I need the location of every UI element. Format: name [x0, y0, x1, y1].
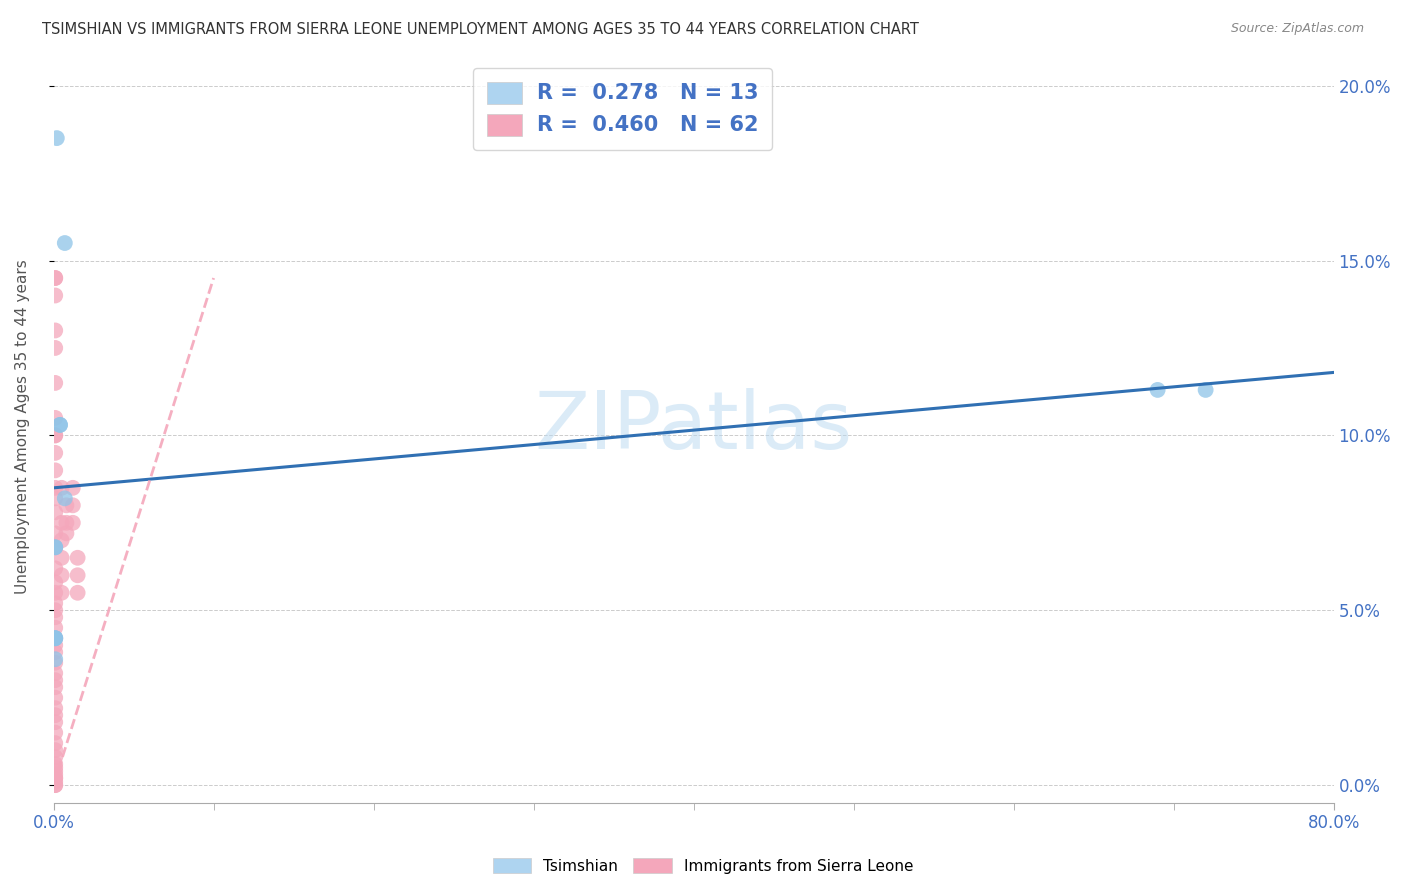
Point — [44, 631, 66, 645]
Point — [44, 690, 66, 705]
Point — [44, 761, 66, 775]
Point — [44, 575, 66, 590]
Point — [62, 499, 84, 513]
Point — [44, 463, 66, 477]
Point — [53, 491, 76, 506]
Point — [44, 288, 66, 302]
Point — [44, 586, 66, 600]
Point — [66, 550, 89, 565]
Point — [44, 505, 66, 519]
Legend: R =  0.278   N = 13, R =  0.460   N = 62: R = 0.278 N = 13, R = 0.460 N = 62 — [472, 68, 772, 150]
Point — [1146, 383, 1168, 397]
Point — [44, 428, 66, 442]
Point — [49, 417, 72, 432]
Point — [53, 235, 76, 250]
Point — [44, 666, 66, 681]
Point — [44, 446, 66, 460]
Point — [44, 631, 66, 645]
Point — [44, 526, 66, 541]
Point — [44, 541, 66, 555]
Point — [44, 757, 66, 772]
Point — [44, 771, 66, 785]
Point — [44, 767, 66, 781]
Point — [44, 778, 66, 792]
Point — [44, 645, 66, 659]
Text: TSIMSHIAN VS IMMIGRANTS FROM SIERRA LEONE UNEMPLOYMENT AMONG AGES 35 TO 44 YEARS: TSIMSHIAN VS IMMIGRANTS FROM SIERRA LEON… — [42, 22, 920, 37]
Point — [45, 131, 67, 145]
Point — [55, 499, 77, 513]
Point — [44, 376, 66, 390]
Y-axis label: Unemployment Among Ages 35 to 44 years: Unemployment Among Ages 35 to 44 years — [15, 260, 30, 594]
Point — [44, 701, 66, 715]
Point — [44, 743, 66, 757]
Point — [44, 708, 66, 723]
Point — [51, 550, 73, 565]
Point — [44, 680, 66, 694]
Point — [44, 631, 66, 645]
Point — [44, 638, 66, 652]
Point — [51, 568, 73, 582]
Point — [44, 410, 66, 425]
Legend: Tsimshian, Immigrants from Sierra Leone: Tsimshian, Immigrants from Sierra Leone — [486, 852, 920, 880]
Point — [51, 533, 73, 548]
Point — [51, 586, 73, 600]
Point — [44, 603, 66, 617]
Point — [44, 771, 66, 785]
Text: ZIPatlas: ZIPatlas — [534, 388, 852, 466]
Point — [44, 596, 66, 610]
Point — [62, 516, 84, 530]
Point — [44, 652, 66, 666]
Point — [51, 516, 73, 530]
Point — [55, 526, 77, 541]
Point — [66, 586, 89, 600]
Point — [44, 610, 66, 624]
Point — [44, 673, 66, 688]
Point — [44, 541, 66, 555]
Point — [51, 481, 73, 495]
Text: Source: ZipAtlas.com: Source: ZipAtlas.com — [1230, 22, 1364, 36]
Point — [44, 736, 66, 750]
Point — [44, 271, 66, 285]
Point — [44, 541, 66, 555]
Point — [44, 725, 66, 739]
Point — [44, 481, 66, 495]
Point — [44, 428, 66, 442]
Point — [44, 341, 66, 355]
Point — [62, 481, 84, 495]
Point — [44, 271, 66, 285]
Point — [44, 774, 66, 789]
Point — [44, 631, 66, 645]
Point — [44, 323, 66, 337]
Point — [44, 750, 66, 764]
Point — [44, 778, 66, 792]
Point — [44, 561, 66, 575]
Point — [49, 417, 72, 432]
Point — [66, 568, 89, 582]
Point — [44, 715, 66, 730]
Point — [44, 656, 66, 670]
Point — [44, 491, 66, 506]
Point — [44, 764, 66, 778]
Point — [55, 516, 77, 530]
Point — [1194, 383, 1216, 397]
Point — [44, 621, 66, 635]
